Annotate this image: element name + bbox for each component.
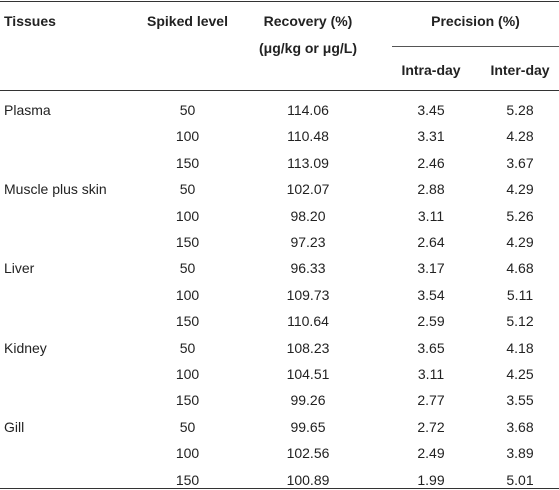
inter-day-cell: 4.29	[506, 181, 534, 197]
precision-subrule	[392, 46, 559, 47]
spiked-level-cell: 100	[175, 366, 200, 382]
header-inter-day: Inter-day	[490, 62, 550, 78]
tissue-cell: Kidney	[4, 340, 47, 356]
inter-day-cell: 4.18	[506, 340, 534, 356]
intra-day-cell: 1.99	[417, 472, 445, 488]
inter-day-cell: 3.89	[506, 445, 534, 461]
header-spiked-level: Spiked level	[147, 13, 228, 29]
spiked-level-cell: 100	[175, 287, 200, 303]
spiked-level-cell: 150	[175, 472, 200, 488]
recovery-cell: 113.09	[287, 155, 329, 171]
spiked-level-cell: 100	[175, 128, 200, 144]
top-rule	[0, 1, 559, 2]
spiked-level-cell: 50	[179, 181, 196, 197]
tissue-cell: Gill	[4, 419, 25, 435]
inter-day-cell: 5.26	[506, 208, 534, 224]
recovery-cell: 102.56	[286, 445, 330, 461]
intra-day-cell: 2.46	[417, 155, 445, 171]
intra-day-cell: 2.59	[417, 313, 445, 329]
inter-day-cell: 4.29	[506, 234, 534, 250]
spiked-level-cell: 100	[175, 208, 200, 224]
tissue-cell: Plasma	[4, 102, 51, 118]
spiked-level-cell: 50	[179, 340, 196, 356]
intra-day-cell: 3.11	[417, 366, 445, 382]
recovery-cell: 108.23	[286, 340, 330, 356]
intra-day-cell: 3.65	[417, 340, 445, 356]
intra-day-cell: 2.88	[417, 181, 445, 197]
intra-day-cell: 2.49	[417, 445, 445, 461]
header-precision: Precision (%)	[431, 13, 520, 29]
inter-day-cell: 4.25	[506, 366, 534, 382]
inter-day-cell: 5.01	[506, 472, 534, 488]
inter-day-cell: 4.28	[506, 128, 534, 144]
intra-day-cell: 2.77	[417, 392, 445, 408]
recovery-cell: 99.65	[290, 419, 326, 435]
recovery-cell: 102.07	[286, 181, 330, 197]
recovery-cell: 110.64	[287, 313, 329, 329]
intra-day-cell: 3.31	[417, 128, 445, 144]
bottom-rule	[0, 488, 559, 489]
recovery-cell: 98.20	[290, 208, 326, 224]
intra-day-cell: 2.72	[417, 419, 445, 435]
recovery-cell: 104.51	[286, 366, 330, 382]
inter-day-cell: 3.68	[506, 419, 534, 435]
recovery-cell: 96.33	[290, 260, 326, 276]
spiked-level-cell: 150	[175, 155, 200, 171]
header-tissues: Tissues	[4, 13, 56, 29]
recovery-cell: 99.26	[290, 392, 326, 408]
intra-day-cell: 3.17	[417, 260, 445, 276]
spiked-level-cell: 100	[175, 445, 200, 461]
inter-day-cell: 3.55	[506, 392, 534, 408]
recovery-cell: 110.48	[287, 128, 329, 144]
intra-day-cell: 3.11	[417, 208, 445, 224]
spiked-level-cell: 150	[175, 313, 200, 329]
inter-day-cell: 4.68	[506, 260, 534, 276]
header-recovery-units: (μg/kg or μg/L)	[258, 40, 357, 56]
recovery-cell: 114.06	[287, 102, 329, 118]
spiked-level-cell: 50	[179, 102, 196, 118]
recovery-cell: 109.73	[286, 287, 330, 303]
spiked-level-cell: 50	[179, 260, 196, 276]
header-recovery: Recovery (%)	[263, 13, 353, 29]
intra-day-cell: 2.64	[417, 234, 445, 250]
recovery-cell: 97.23	[290, 234, 326, 250]
intra-day-cell: 3.45	[417, 102, 445, 118]
recovery-cell: 100.89	[286, 472, 330, 488]
header-bottom-rule	[0, 90, 559, 91]
spiked-level-cell: 50	[179, 419, 196, 435]
spiked-level-cell: 150	[175, 234, 200, 250]
inter-day-cell: 5.12	[506, 313, 534, 329]
inter-day-cell: 3.67	[506, 155, 534, 171]
inter-day-cell: 5.28	[506, 102, 534, 118]
header-intra-day: Intra-day	[401, 62, 461, 78]
spiked-level-cell: 150	[175, 392, 200, 408]
intra-day-cell: 3.54	[417, 287, 445, 303]
inter-day-cell: 5.11	[506, 287, 534, 303]
tissue-cell: Muscle plus skin	[4, 181, 107, 197]
tissue-cell: Liver	[4, 260, 35, 276]
